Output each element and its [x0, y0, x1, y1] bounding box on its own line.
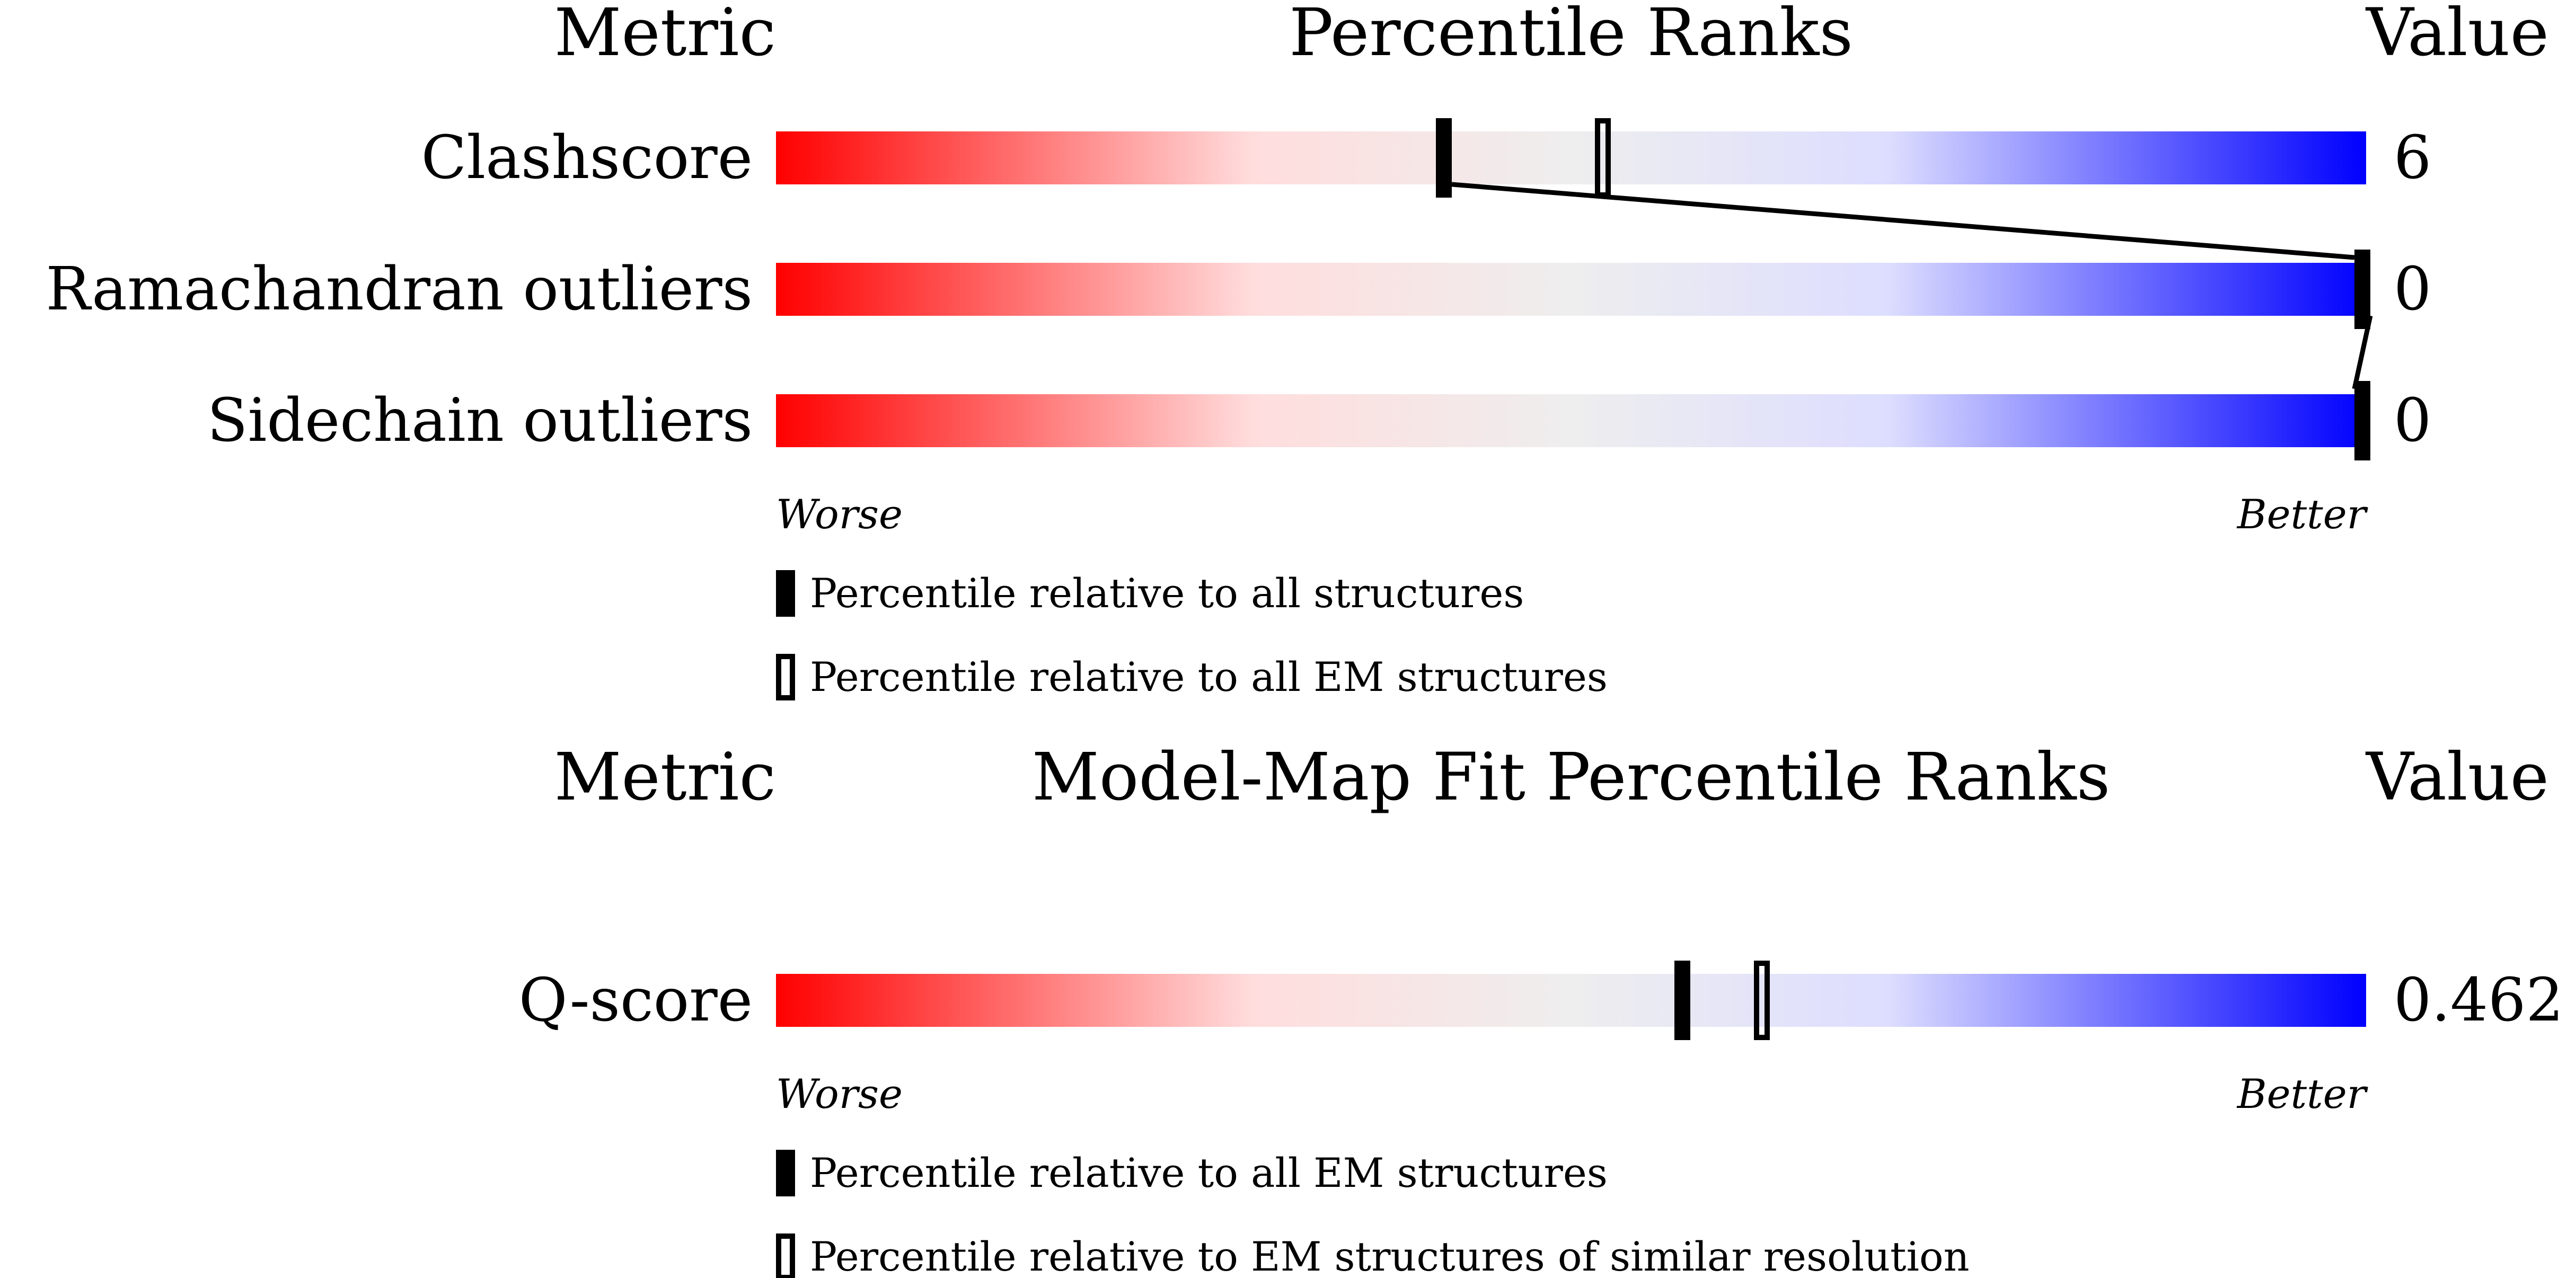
header-metric: Metric — [554, 739, 776, 815]
metric-value: 6 — [2394, 123, 2431, 192]
header-value: Value — [2365, 0, 2549, 71]
legend-filled-marker-icon — [776, 570, 795, 617]
legend-label: Percentile relative to all EM structures — [810, 653, 1608, 700]
header-metric: Metric — [554, 0, 776, 71]
percentile-bar — [776, 974, 2366, 1027]
metric-label: Ramachandran outliers — [46, 255, 753, 324]
legend-open-marker-icon — [776, 654, 795, 700]
marker-all-structures — [2354, 250, 2370, 329]
connector-line — [1451, 182, 2355, 260]
percentile-bar — [776, 263, 2366, 316]
metric-label: Sidechain outliers — [207, 386, 753, 455]
legend-label: Percentile relative to all structures — [810, 570, 1524, 617]
metric-label: Clashscore — [421, 123, 753, 192]
legend-label: Percentile relative to EM structures of … — [810, 1233, 1970, 1278]
header-value: Value — [2365, 739, 2549, 815]
marker-all-structures — [2354, 381, 2370, 460]
marker-all-structures — [1674, 961, 1690, 1040]
better-label: Better — [2236, 491, 2369, 538]
worse-label: Worse — [776, 491, 903, 538]
metric-value: 0.462 — [2394, 966, 2564, 1035]
percentile-bar — [776, 131, 2366, 184]
chart-title: Model-Map Fit Percentile Ranks — [1032, 739, 2111, 815]
legend-filled-marker-icon — [776, 1150, 795, 1196]
chart-title: Percentile Ranks — [1289, 0, 1853, 71]
better-label: Better — [2236, 1070, 2369, 1117]
marker-all-structures — [1436, 118, 1452, 198]
legend-open-marker-icon — [776, 1233, 795, 1278]
metric-value: 0 — [2394, 386, 2431, 455]
connector-line — [2352, 315, 2373, 389]
worse-label: Worse — [776, 1070, 903, 1117]
percentile-bar — [776, 394, 2366, 447]
metric-value: 0 — [2394, 255, 2431, 324]
metric-label: Q-score — [519, 966, 753, 1035]
legend-label: Percentile relative to all EM structures — [810, 1149, 1608, 1196]
marker-em-structures — [1754, 961, 1770, 1040]
